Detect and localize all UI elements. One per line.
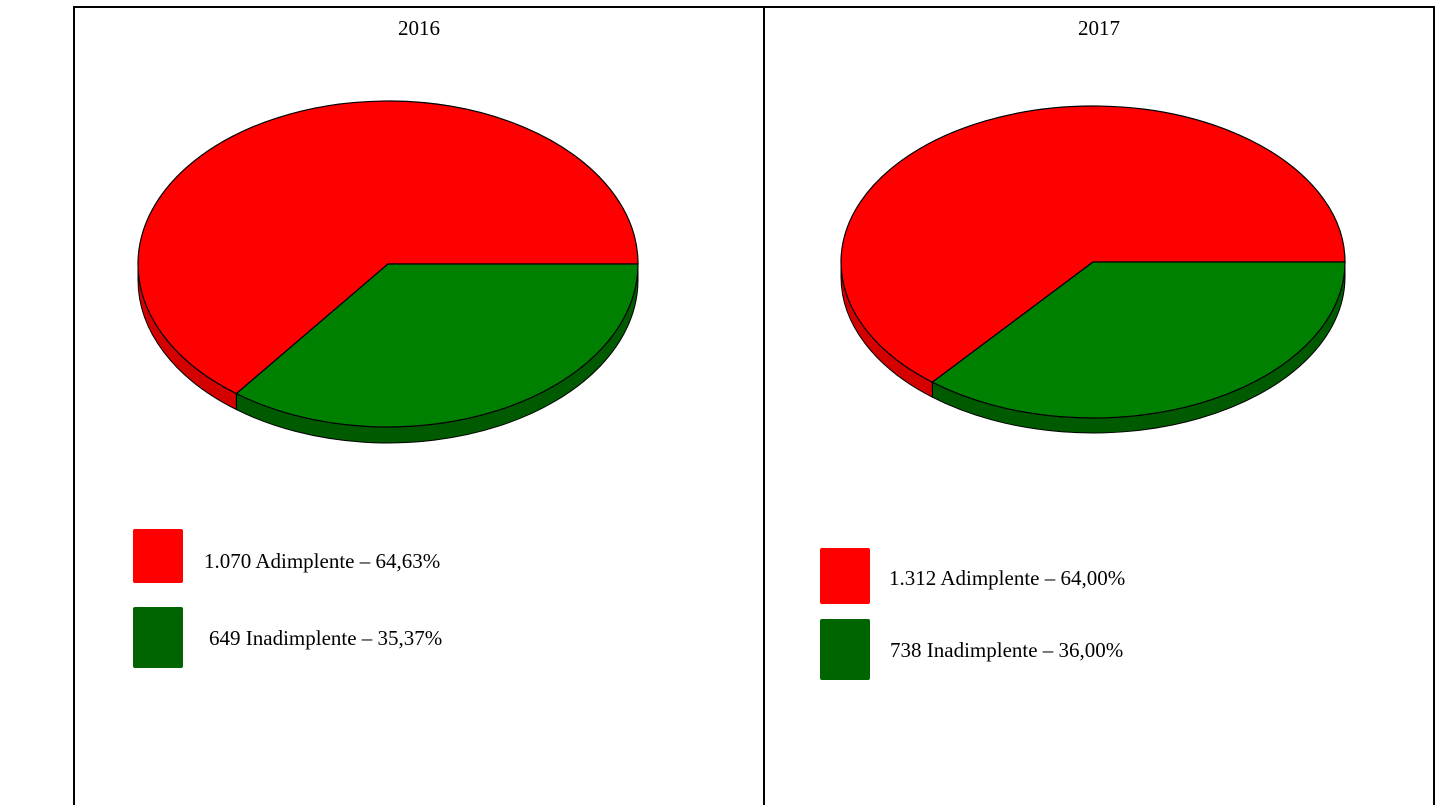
legend-item-inadimplente: 738 Inadimplente – 36,00%: [820, 619, 1240, 680]
pie-slice-adimplente: [840, 105, 1346, 383]
chart-panel-2017: 2017 1.312 Adimplente – 64,00% 738 Inadi…: [765, 0, 1433, 805]
legend-label-inadimplente: 738 Inadimplente – 36,00%: [890, 638, 1124, 662]
pie-slice-adimplente: [137, 100, 639, 395]
chart-title: 2017: [1078, 16, 1120, 40]
pie-chart: [840, 105, 1346, 434]
legend-label-inadimplente: 649 Inadimplente – 35,37%: [209, 626, 443, 650]
table-right-border: [1433, 6, 1435, 805]
legend-swatch-inadimplente: [820, 619, 870, 680]
pie-slice-inadimplente: [931, 261, 1346, 419]
legend-item-inadimplente: 649 Inadimplente – 35,37%: [133, 607, 553, 668]
table-middle-border: [763, 6, 765, 805]
pie-slice-inadimplente: [235, 263, 639, 428]
legend-item-adimplente: 1.070 Adimplente – 64,63%: [133, 529, 553, 583]
legend-swatch-inadimplente: [133, 607, 183, 668]
table-left-border: [73, 6, 75, 805]
legend-item-adimplente: 1.312 Adimplente – 64,00%: [820, 548, 1240, 604]
table-top-border: [73, 6, 1435, 8]
legend-swatch-adimplente: [133, 529, 183, 583]
legend-swatch-adimplente: [820, 548, 870, 604]
chart-title: 2016: [398, 16, 440, 40]
pie-chart: [137, 100, 639, 444]
legend-label-adimplente: 1.070 Adimplente – 64,63%: [204, 549, 441, 573]
chart-panel-2016: 2016 1.070 Adimplente – 64,63% 649 Inadi…: [75, 0, 763, 805]
legend-label-adimplente: 1.312 Adimplente – 64,00%: [889, 566, 1126, 590]
